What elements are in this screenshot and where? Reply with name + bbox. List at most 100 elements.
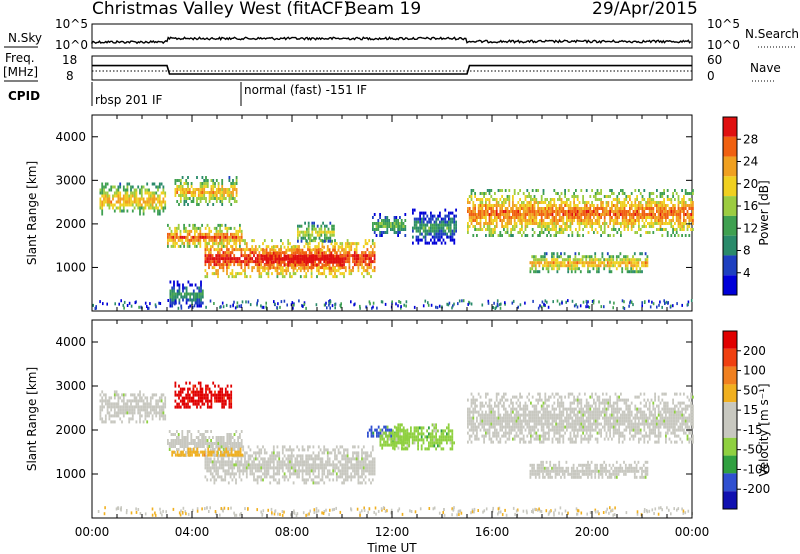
power-cell — [101, 209, 104, 213]
power-cell — [219, 188, 222, 191]
power-cell — [557, 231, 559, 234]
power-cell — [239, 226, 241, 230]
power-cell — [262, 248, 264, 252]
power-cell — [113, 185, 116, 189]
power-cell — [249, 260, 252, 264]
power-cell — [176, 200, 179, 203]
velocity-cell — [292, 466, 295, 470]
velocity-cell — [203, 442, 205, 445]
power-cell — [426, 214, 429, 218]
power-cell — [477, 228, 480, 231]
velocity-cell — [271, 460, 273, 464]
power-cell — [433, 214, 436, 218]
power-cell — [437, 232, 439, 236]
velocity-cell — [305, 463, 308, 467]
power-cell — [683, 204, 685, 207]
power-cell — [542, 210, 545, 213]
power-cell — [318, 230, 321, 234]
power-cell — [621, 219, 624, 222]
power-cell — [630, 264, 633, 268]
velocity-cell — [112, 414, 114, 418]
velocity-cell — [272, 460, 275, 464]
power-cell — [325, 257, 327, 261]
power-cell — [413, 217, 416, 221]
power-cell — [307, 269, 309, 273]
power-cell — [155, 197, 158, 201]
power-cell — [517, 192, 520, 195]
power-region — [412, 208, 457, 245]
power-cell — [488, 207, 491, 210]
power-cell — [602, 213, 604, 216]
power-cell — [233, 248, 236, 252]
velocity-cell — [221, 442, 223, 445]
power-cell — [435, 220, 438, 224]
power-cell — [585, 210, 588, 213]
power-cell — [683, 219, 685, 222]
power-cell — [468, 301, 471, 305]
power-cell — [366, 254, 369, 258]
power-cell — [544, 225, 547, 228]
power-cell — [390, 222, 392, 225]
power-cell — [335, 242, 338, 246]
velocity-cell — [240, 478, 243, 482]
power-cell — [176, 241, 178, 245]
power-cell — [596, 216, 599, 219]
power-cell — [499, 189, 502, 192]
power-cell — [526, 222, 529, 225]
power-cell — [551, 207, 554, 210]
power-cell — [537, 234, 539, 237]
power-cell — [190, 235, 193, 239]
velocity-cell — [222, 448, 225, 451]
power-cell — [337, 260, 340, 264]
power-cell — [666, 222, 669, 225]
power-cell — [632, 258, 634, 262]
power-cell — [506, 225, 509, 228]
power-cell — [222, 254, 225, 258]
power-cell — [179, 200, 182, 203]
power-cell — [551, 264, 553, 268]
power-cell — [271, 254, 273, 258]
power-cell — [308, 266, 311, 270]
power-cell — [206, 260, 209, 264]
power-cell — [599, 258, 602, 262]
power-cell — [519, 210, 521, 213]
power-cell — [424, 223, 427, 227]
power-cell — [110, 185, 113, 189]
power-cell — [589, 207, 592, 210]
power-cell — [504, 222, 507, 225]
power-cell — [566, 222, 568, 225]
power-cell — [232, 185, 234, 188]
power-cell — [273, 302, 276, 306]
power-cell — [277, 302, 279, 306]
power-cell — [177, 235, 180, 239]
power-cell — [558, 216, 561, 219]
power-cell — [276, 254, 279, 258]
velocity-cell — [208, 387, 211, 391]
power-cell — [232, 303, 234, 307]
power-cell — [560, 207, 563, 210]
velocity-cell — [101, 408, 104, 412]
power-cell — [119, 182, 122, 186]
power-cell — [540, 207, 543, 210]
power-cell — [242, 254, 245, 258]
power-cell — [453, 223, 456, 227]
power-cell — [224, 244, 227, 248]
power-cell — [183, 229, 185, 233]
power-cell — [560, 252, 562, 256]
power-cell — [494, 213, 496, 216]
power-cell — [560, 255, 562, 259]
velocity-cell — [242, 469, 245, 473]
power-cell — [173, 283, 175, 287]
power-cell — [283, 251, 286, 255]
velocity-cell — [289, 445, 291, 449]
power-cell — [301, 254, 304, 258]
velocity-cell — [271, 457, 273, 461]
power-cell — [381, 234, 383, 237]
power-cell — [668, 210, 671, 213]
power-cell — [249, 251, 252, 255]
power-cell — [224, 238, 227, 242]
power-cell — [108, 200, 111, 204]
velocity-cell — [99, 414, 102, 418]
power-cell — [328, 303, 330, 307]
power-cell — [154, 303, 157, 307]
